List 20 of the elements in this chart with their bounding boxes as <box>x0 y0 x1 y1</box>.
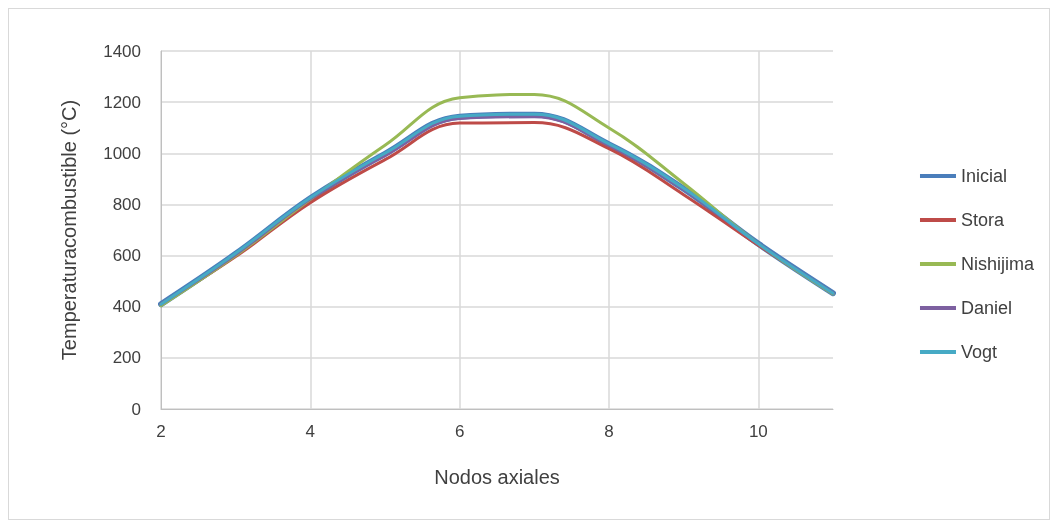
x-tick-label: 2 <box>156 422 166 441</box>
legend-label: Inicial <box>960 166 1008 186</box>
x-tick-label: 10 <box>748 422 768 441</box>
legend-label: Daniel <box>960 298 1013 318</box>
x-tick-label: 4 <box>305 422 316 441</box>
y-axis-title: Temperaturacombustible (°C) <box>58 99 80 361</box>
y-tick-label: 200 <box>112 348 141 368</box>
y-tick-label: 1400 <box>103 41 141 61</box>
x-tick-label: 8 <box>604 422 614 441</box>
y-tick-label: 800 <box>112 194 141 214</box>
legend-label: Vogt <box>960 342 998 362</box>
y-tick-label: 1200 <box>103 92 141 112</box>
x-axis-title: Nodos axiales <box>434 466 560 488</box>
y-tick-label: 600 <box>112 246 141 266</box>
y-tick-label: 1000 <box>103 143 141 163</box>
y-tick-label: 400 <box>112 297 141 317</box>
legend-label: Nishijima <box>960 254 1035 274</box>
x-tick-label: 6 <box>454 422 465 441</box>
y-tick-label: 0 <box>131 399 141 419</box>
legend-label: Stora <box>960 210 1005 230</box>
